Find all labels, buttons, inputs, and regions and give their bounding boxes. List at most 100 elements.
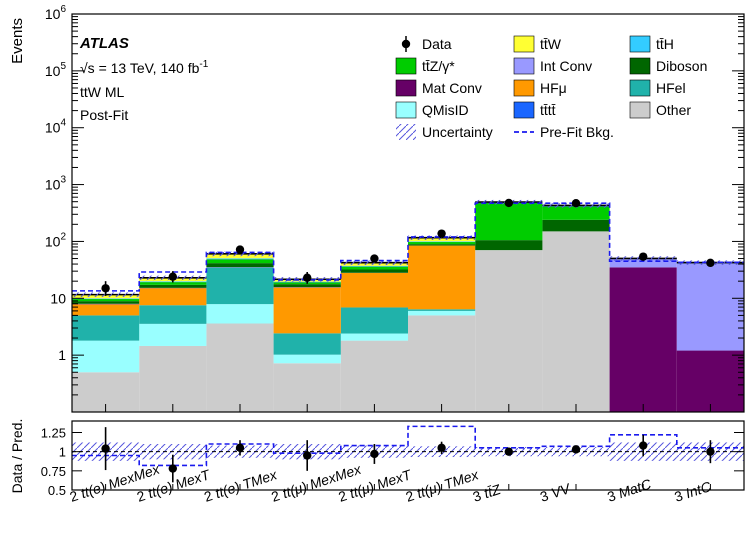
svg-text:Data: Data [422,36,452,52]
svg-text:Diboson: Diboson [656,58,707,74]
data-point-6 [437,229,445,237]
bar-diboson-7 [475,240,542,250]
bar-qmisid-3 [206,304,273,323]
bar-other-3 [206,324,273,430]
data-point-3 [236,245,244,253]
bar-hf-4 [274,288,341,334]
svg-text:Mat Conv: Mat Conv [422,80,482,96]
energy-label: √s = 13 TeV, 140 fb-1 [80,59,209,76]
y-tick-label: 1 [58,347,66,363]
bar-qmisid-5 [341,334,408,341]
bar-hfel-4 [274,333,341,354]
svg-text:tt̄Z/γ*: tt̄Z/γ* [422,58,455,74]
legend-entry-diboson: Diboson [630,58,707,74]
x-tick-label-9: 3 MatC [605,475,654,504]
data-point-8 [572,199,580,207]
data-point-5 [370,254,378,262]
bar-diboson-5 [341,269,408,272]
bar-tt-z-1 [72,299,139,301]
bar-hfel-1 [72,315,139,340]
bar-tt-z-3 [206,259,273,263]
bar-diboson-8 [542,220,609,232]
fit-label: Post-Fit [80,107,128,123]
bar-hfel-2 [139,305,206,324]
data-point-9 [639,252,647,260]
svg-text:tt̄W: tt̄W [540,36,562,52]
bar-other-5 [341,341,408,429]
bar-hfel-5 [341,307,408,333]
svg-text:HFel: HFel [656,80,686,96]
bar-tt-z-5 [341,267,408,270]
bar-tt-h-3 [206,258,273,259]
legend-entry-hf: HFμ [514,80,567,96]
y-tick-label: 102 [45,231,67,249]
bar-diboson-3 [206,263,273,267]
legend-entry-mat-conv: Mat Conv [396,80,482,96]
ratio-tick-label: 0.5 [48,483,66,498]
bar-hf-2 [139,288,206,305]
legend-entry-tt-h: tt̄H [630,36,674,52]
legend-entry-tt-w: tt̄W [514,36,562,52]
legend-entry-qmisid: QMisID [396,102,469,118]
legend-entry-hfel: HFel [630,80,686,96]
x-tick-label-8: 3 VV [538,480,573,505]
bar-other-4 [274,363,341,429]
ratio-point-1 [101,427,109,470]
y-tick-label: 106 [45,4,67,22]
bar-diboson-2 [139,285,206,288]
y-tick-label: 104 [45,118,67,136]
x-tick-label-10: 3 IntC [672,478,713,505]
svg-text:HFμ: HFμ [540,80,567,96]
svg-text:Uncertainty: Uncertainty [422,124,493,140]
bar-tt-z-2 [139,282,206,285]
legend-entry-tt-tt: tt̄tt̄ [514,102,556,118]
legend-entry-pre-fit-bkg: Pre-Fit Bkg. [514,124,614,140]
svg-text:Pre-Fit Bkg.: Pre-Fit Bkg. [540,124,614,140]
bar-qmisid-4 [274,355,341,364]
y-tick-label: 105 [45,61,67,79]
bar-diboson-6 [408,244,475,245]
x-tick-label-6: 2 tt(μ) TMex [404,466,482,505]
x-tick-label-3: 2 tt(e) TMex [202,466,280,505]
ratio-point-8 [572,445,580,453]
legend-entry-uncertainty: Uncertainty [396,124,493,140]
bar-hf-6 [408,246,475,310]
bar-diboson-4 [274,284,341,287]
legend-entry-int-conv: Int Conv [514,58,592,74]
bar-qmisid-2 [139,324,206,346]
y-axis-label: Events [9,18,26,64]
bar-hf-5 [341,273,408,307]
ratio-tick-label: 1 [59,445,66,460]
legend-entry-tt-z: tt̄Z/γ* [396,58,455,74]
bar-diboson-1 [72,301,139,304]
legend-entry-data: Data [402,36,452,52]
data-point-10 [706,259,714,267]
ratio-point-7 [505,447,513,455]
svg-text:tt̄H: tt̄H [656,36,674,52]
bar-tt-z-8 [542,207,609,220]
bar-tt-z-7 [475,203,542,240]
bar-other-7 [475,250,542,429]
bar-qmisid-1 [72,341,139,373]
data-point-7 [505,199,513,207]
bar-hf-1 [72,304,139,315]
legend-entry-other: Other [630,102,691,118]
bar-int-conv-10 [677,263,744,350]
ratio-tick-label: 0.75 [41,464,66,479]
bar-tt-h-5 [341,266,408,267]
bar-qmisid-6 [408,311,475,316]
x-tick-label-7: 3 tt̄Z [471,481,503,505]
experiment-label: ATLAS [79,35,129,52]
bar-hfel-3 [206,267,273,304]
ratio-axis-label: Data / Pred. [9,419,25,494]
bar-mat-conv-10 [677,351,744,430]
bar-other-2 [139,346,206,429]
svg-text:QMisID: QMisID [422,102,469,118]
bar-other-8 [542,231,609,429]
svg-text:Other: Other [656,102,691,118]
svg-text:tt̄tt̄: tt̄tt̄ [540,102,556,118]
y-tick-label: 103 [45,175,67,193]
bar-hfel-6 [408,309,475,311]
ratio-tick-label: 1.25 [41,426,66,441]
